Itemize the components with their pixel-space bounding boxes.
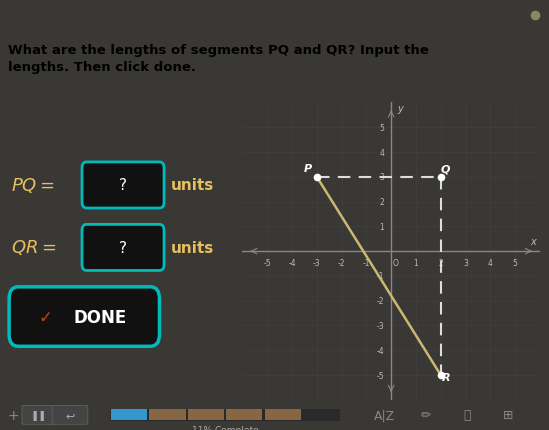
Text: -1: -1: [363, 258, 370, 267]
Text: P: P: [304, 164, 312, 174]
Text: 1: 1: [413, 258, 418, 267]
Text: 4: 4: [488, 258, 493, 267]
Text: ⊞: ⊞: [502, 408, 513, 421]
Text: 11% Complete: 11% Complete: [192, 426, 259, 430]
Bar: [226, 409, 262, 421]
Text: -5: -5: [264, 258, 271, 267]
Bar: [265, 409, 301, 421]
Text: 5: 5: [513, 258, 518, 267]
FancyBboxPatch shape: [9, 287, 159, 347]
FancyBboxPatch shape: [82, 225, 164, 271]
Text: y: y: [397, 104, 403, 114]
Text: ?: ?: [119, 240, 127, 255]
Text: -2: -2: [338, 258, 345, 267]
FancyBboxPatch shape: [22, 405, 55, 424]
Text: 3: 3: [463, 258, 468, 267]
Text: 2: 2: [379, 198, 384, 206]
Text: Q: Q: [441, 164, 450, 174]
Bar: [149, 409, 186, 421]
Text: units: units: [171, 240, 214, 255]
Text: 3: 3: [379, 173, 384, 182]
Text: 5: 5: [379, 123, 384, 132]
Text: -3: -3: [377, 321, 384, 330]
FancyBboxPatch shape: [52, 405, 88, 424]
FancyBboxPatch shape: [82, 163, 164, 209]
Text: ↩: ↩: [65, 410, 75, 420]
Text: O: O: [393, 258, 399, 267]
Text: ?: ?: [119, 178, 127, 193]
Text: -4: -4: [288, 258, 296, 267]
Text: -4: -4: [377, 346, 384, 355]
Text: -5: -5: [377, 371, 384, 380]
Text: $QR=$: $QR=$: [12, 238, 57, 257]
Text: ❚❚: ❚❚: [30, 410, 47, 420]
Text: R: R: [441, 373, 450, 383]
Text: 📋: 📋: [463, 408, 470, 421]
Text: 2: 2: [438, 258, 443, 267]
Text: A|Z: A|Z: [374, 408, 395, 421]
Text: 1: 1: [379, 222, 384, 231]
Text: -2: -2: [377, 297, 384, 305]
Text: DONE: DONE: [74, 308, 127, 326]
Text: x: x: [530, 236, 536, 246]
Bar: [111, 409, 147, 421]
Text: -3: -3: [313, 258, 321, 267]
Text: $PQ=$: $PQ=$: [12, 175, 55, 194]
Text: -1: -1: [377, 272, 384, 281]
Text: units: units: [171, 178, 214, 193]
Text: +: +: [8, 408, 20, 422]
Text: What are the lengths of segments PQ and QR? Input the
lengths. Then click done.: What are the lengths of segments PQ and …: [8, 44, 429, 74]
Text: ✓: ✓: [38, 308, 53, 326]
Text: 4: 4: [379, 148, 384, 157]
Bar: [188, 409, 224, 421]
Text: ✏: ✏: [420, 408, 431, 421]
Bar: [110, 409, 340, 421]
